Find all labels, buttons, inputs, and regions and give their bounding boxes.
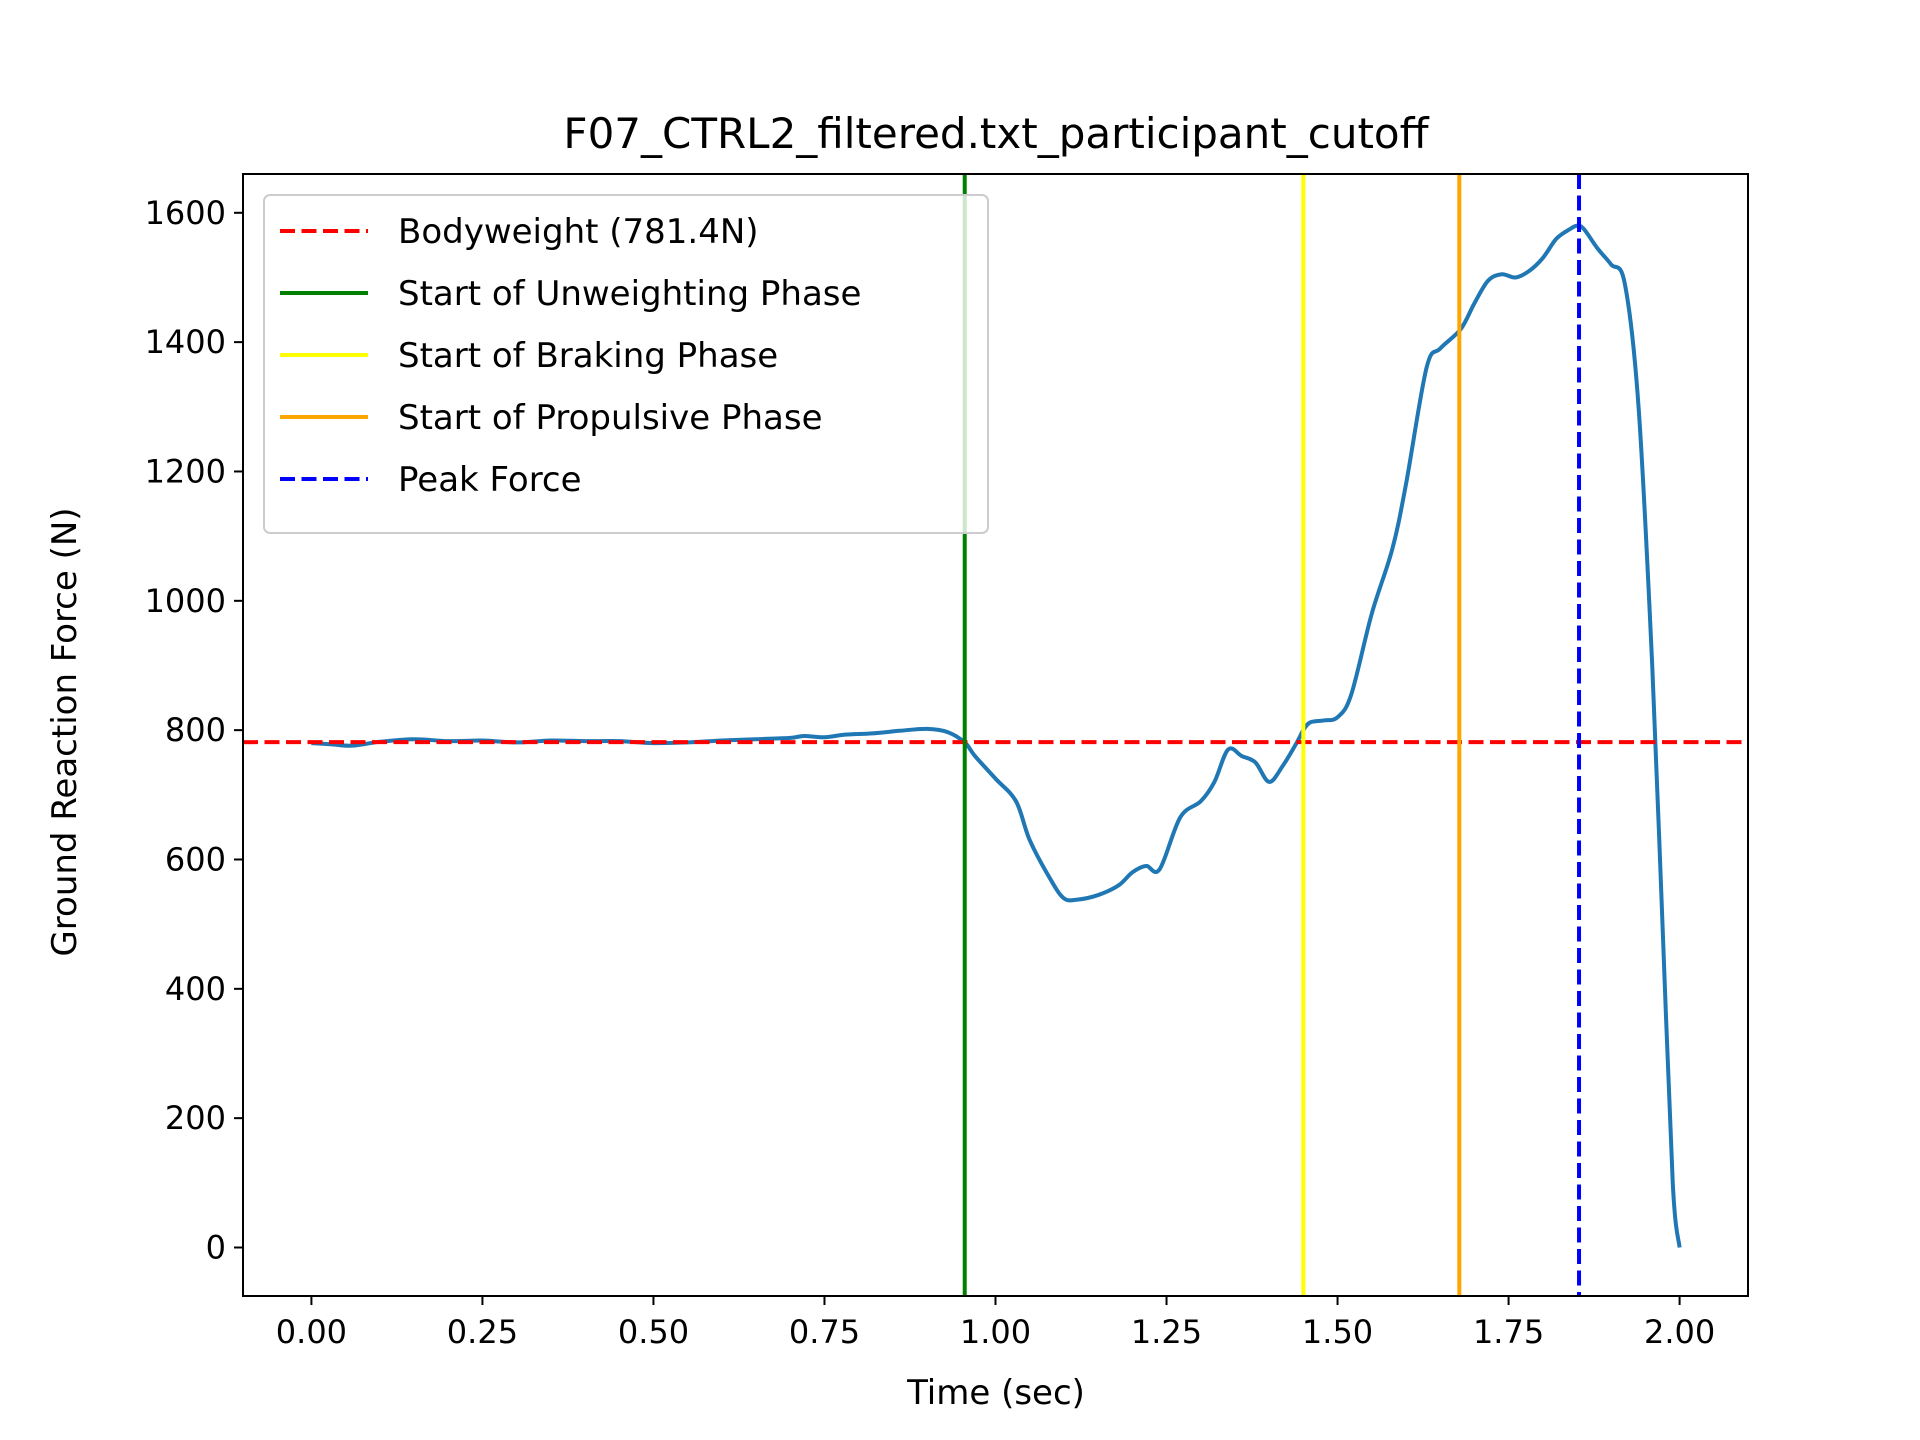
y-tick-label: 600 <box>165 840 226 878</box>
x-tick-label: 0.75 <box>789 1313 860 1351</box>
x-tick-label: 2.00 <box>1644 1313 1715 1351</box>
y-tick-label: 200 <box>165 1099 226 1137</box>
legend: Bodyweight (781.4N) Start of Unweighting … <box>263 194 989 534</box>
x-tick-label: 0.25 <box>447 1313 518 1351</box>
chart-title: F07_CTRL2_filtered.txt_participant_cutof… <box>563 109 1429 158</box>
legend-label: Bodyweight (781.4N) <box>398 212 759 252</box>
x-axis: 0.00 0.25 0.50 0.75 1.00 1.25 1.50 1.75 2.00 <box>276 1296 1715 1351</box>
y-tick-label: 400 <box>165 970 226 1008</box>
y-tick-label: 1400 <box>145 323 226 361</box>
y-tick-label: 800 <box>165 711 226 749</box>
x-tick-label: 1.00 <box>960 1313 1031 1351</box>
legend-label: Peak Force <box>398 460 582 500</box>
x-tick-label: 1.25 <box>1131 1313 1202 1351</box>
legend-label: Start of Braking Phase <box>398 336 778 376</box>
x-axis-title: Time (sec) <box>906 1373 1085 1413</box>
y-axis: 0 200 400 600 800 1000 1200 1400 1600 <box>145 194 243 1266</box>
x-tick-label: 0.50 <box>618 1313 689 1351</box>
legend-label: Start of Propulsive Phase <box>398 398 823 438</box>
legend-box <box>263 194 989 534</box>
x-tick-label: 1.50 <box>1302 1313 1373 1351</box>
y-tick-label: 1000 <box>145 582 226 620</box>
y-tick-label: 0 <box>206 1228 226 1266</box>
y-tick-label: 1600 <box>145 194 226 232</box>
y-axis-title: Ground Reaction Force (N) <box>45 507 85 956</box>
legend-label: Start of Unweighting Phase <box>398 274 861 314</box>
x-tick-label: 0.00 <box>276 1313 347 1351</box>
x-tick-label: 1.75 <box>1473 1313 1544 1351</box>
y-tick-label: 1200 <box>145 452 226 490</box>
